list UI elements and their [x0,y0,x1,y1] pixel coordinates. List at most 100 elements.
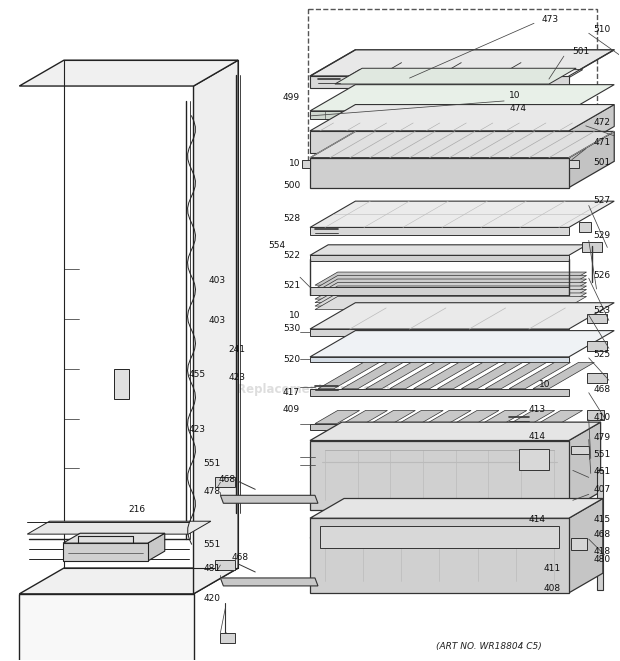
Polygon shape [19,594,193,661]
Polygon shape [371,410,415,424]
Polygon shape [310,451,596,467]
Text: 468: 468 [594,385,611,394]
Text: 10: 10 [539,380,551,389]
Polygon shape [310,525,591,538]
Text: 480: 480 [594,555,611,564]
Polygon shape [315,296,587,309]
Polygon shape [19,60,238,86]
Text: 407: 407 [594,485,611,494]
Polygon shape [318,362,379,389]
Polygon shape [389,362,451,389]
Polygon shape [315,276,587,289]
Polygon shape [533,362,595,389]
Text: 522: 522 [283,251,300,260]
Polygon shape [310,227,569,235]
Polygon shape [482,410,527,424]
Text: 551: 551 [203,539,220,549]
Text: 499: 499 [283,93,300,102]
Polygon shape [310,518,569,593]
Polygon shape [220,633,236,642]
Polygon shape [315,279,587,292]
Polygon shape [315,293,587,306]
Text: 521: 521 [283,281,300,290]
Polygon shape [315,290,587,303]
Text: 461: 461 [594,467,611,476]
Text: 478: 478 [203,486,220,496]
Text: 10: 10 [288,311,300,319]
Text: 479: 479 [594,433,611,442]
Polygon shape [343,410,388,424]
Text: 423: 423 [228,373,246,382]
Text: 415: 415 [594,515,611,524]
Polygon shape [220,578,318,586]
Text: 420: 420 [203,594,220,603]
Polygon shape [310,467,569,473]
Polygon shape [569,422,601,510]
Text: 529: 529 [594,231,611,240]
Polygon shape [571,453,589,465]
Text: 423: 423 [188,425,205,434]
Text: 409: 409 [283,405,300,414]
Text: 527: 527 [594,196,611,205]
Polygon shape [63,543,148,561]
Polygon shape [399,410,443,424]
Text: 551: 551 [594,450,611,459]
Text: 501: 501 [572,47,589,56]
Polygon shape [310,357,569,362]
Polygon shape [438,362,498,389]
Polygon shape [310,201,614,227]
Polygon shape [310,538,569,543]
Polygon shape [310,255,569,261]
Polygon shape [510,410,555,424]
Polygon shape [19,568,238,594]
Polygon shape [579,223,591,233]
Text: 471: 471 [594,138,611,147]
Text: 10: 10 [509,91,521,100]
Polygon shape [596,470,603,590]
Text: 411: 411 [544,564,561,574]
Text: 403: 403 [208,276,226,285]
Bar [308,9,596,164]
Polygon shape [27,522,211,534]
Text: 501: 501 [594,158,611,167]
Polygon shape [414,362,475,389]
Polygon shape [328,69,583,88]
Text: 528: 528 [283,214,300,223]
Text: 500: 500 [283,181,300,190]
Polygon shape [569,160,579,168]
Polygon shape [310,287,569,295]
Polygon shape [320,526,559,548]
Polygon shape [220,495,318,503]
Polygon shape [315,410,360,424]
Polygon shape [310,330,614,357]
Text: 525: 525 [594,350,611,360]
Polygon shape [569,104,614,153]
Text: 414: 414 [529,515,546,524]
Text: 473: 473 [542,15,559,24]
Text: 418: 418 [594,547,611,555]
Polygon shape [310,111,569,119]
Polygon shape [310,303,614,329]
Polygon shape [571,446,589,455]
Polygon shape [335,68,576,84]
Polygon shape [587,373,607,383]
Polygon shape [342,362,403,389]
Polygon shape [366,362,427,389]
Polygon shape [310,498,603,518]
Polygon shape [310,440,569,510]
Polygon shape [587,341,607,352]
Text: 523: 523 [594,305,611,315]
Polygon shape [587,410,604,420]
Polygon shape [454,410,499,424]
Text: 526: 526 [594,271,611,280]
Text: 530: 530 [283,323,300,332]
Polygon shape [315,282,587,295]
Text: 554: 554 [268,241,285,250]
Text: 241: 241 [228,346,246,354]
Polygon shape [485,362,547,389]
Polygon shape [310,245,587,255]
Polygon shape [310,131,569,153]
Polygon shape [215,477,236,487]
Polygon shape [509,362,570,389]
Polygon shape [461,362,523,389]
